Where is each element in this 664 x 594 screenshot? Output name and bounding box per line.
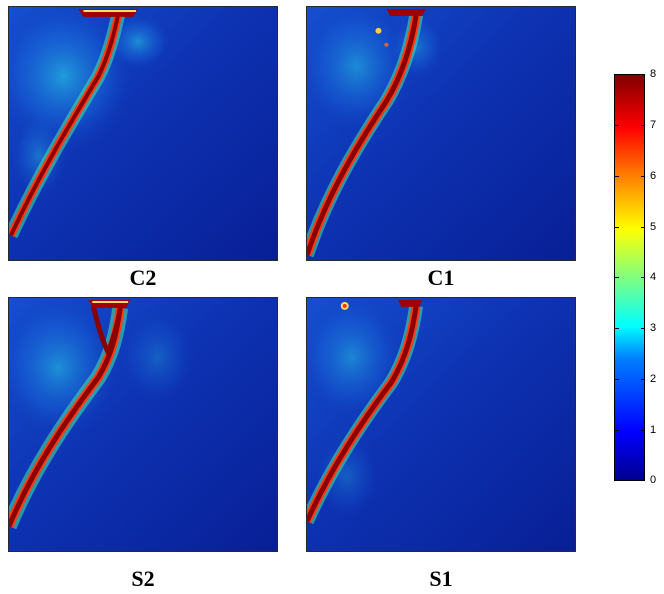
heatmap-image-c1 [307, 7, 575, 260]
panel-label-s1: S1 [429, 566, 453, 591]
colorbar-tick-label: 3 [650, 322, 657, 334]
heatmap-panel-c2 [8, 6, 278, 261]
colorbar-tick-label: 7 [650, 119, 657, 131]
heatmap-image-s1 [307, 298, 575, 551]
colorbar-tick-label: 2 [650, 373, 657, 385]
heatmap-panel-s2 [8, 297, 278, 552]
colorbar-tick-label: 0 [650, 474, 657, 486]
colorbar-tick-label: 6 [650, 170, 657, 182]
heatmap-panel-c1 [306, 6, 576, 261]
colorbar-tick-label: 1 [650, 424, 657, 436]
colorbar-tick-label: 4 [650, 271, 657, 283]
panel-label-s2: S2 [131, 566, 155, 591]
colorbar-tick-label: 8 [650, 68, 657, 80]
heatmap-image-s2 [9, 298, 277, 551]
panel-label-c1: C1 [427, 265, 455, 290]
colorbar-tick-label: 5 [650, 221, 657, 233]
panel-label-c2: C2 [129, 265, 157, 290]
heatmap-image-c2 [9, 7, 277, 260]
heatmap-panel-s1 [306, 297, 576, 552]
